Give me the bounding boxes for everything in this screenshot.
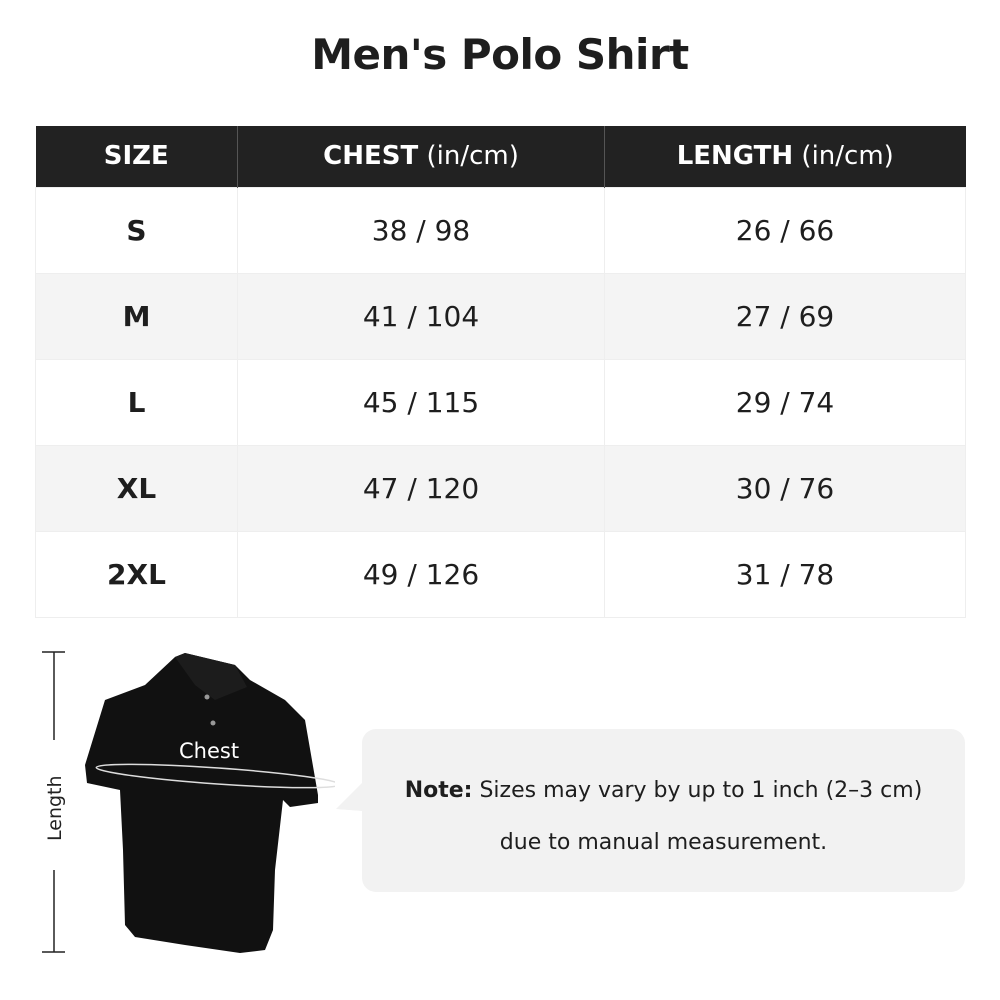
size-cell: XL: [35, 444, 238, 532]
chest-cell: 38 / 98: [237, 186, 605, 274]
size-cell: S: [35, 186, 238, 274]
button-icon: [204, 694, 210, 700]
table-row: S 38 / 98 26 / 66: [35, 186, 966, 274]
chest-cell: 49 / 126: [237, 530, 605, 618]
table-header-row: SIZE CHEST (in/cm) LENGTH (in/cm): [35, 126, 966, 187]
size-cell: M: [35, 272, 238, 360]
chest-cell: 45 / 115: [237, 358, 605, 446]
chest-cell: 41 / 104: [237, 272, 605, 360]
header-size: SIZE: [35, 126, 238, 187]
length-cell: 27 / 69: [604, 272, 966, 360]
table-row: L 45 / 115 29 / 74: [35, 358, 966, 446]
page-title: Men's Polo Shirt: [311, 30, 689, 79]
length-cell: 29 / 74: [604, 358, 966, 446]
size-cell: 2XL: [35, 530, 238, 618]
chest-label: Chest: [179, 739, 239, 763]
table-row: 2XL 49 / 126 31 / 78: [35, 530, 966, 618]
note-callout: Note: Sizes may vary by up to 1 inch (2–…: [362, 729, 965, 892]
length-cell: 30 / 76: [604, 444, 966, 532]
length-cell: 31 / 78: [604, 530, 966, 618]
table-row: XL 47 / 120 30 / 76: [35, 444, 966, 532]
chest-cell: 47 / 120: [237, 444, 605, 532]
length-cell: 26 / 66: [604, 186, 966, 274]
size-cell: L: [35, 358, 238, 446]
table-row: M 41 / 104 27 / 69: [35, 272, 966, 360]
length-label: Length: [44, 775, 66, 841]
header-length: LENGTH (in/cm): [604, 126, 966, 187]
length-measure-line: [42, 651, 65, 953]
chest-measure-ellipse: [95, 763, 335, 789]
shirt-icon: [85, 653, 318, 953]
header-chest: CHEST (in/cm): [237, 126, 605, 187]
polo-shirt-diagram: Length Chest: [42, 651, 335, 953]
note-line-1: Note: Sizes may vary by up to 1 inch (2–…: [404, 778, 923, 803]
note-line-2: due to manual measurement.: [499, 830, 828, 855]
collar-shape: [175, 653, 247, 700]
button-icon: [210, 720, 216, 726]
size-chart-table: SIZE CHEST (in/cm) LENGTH (in/cm) S 38 / …: [35, 126, 966, 618]
